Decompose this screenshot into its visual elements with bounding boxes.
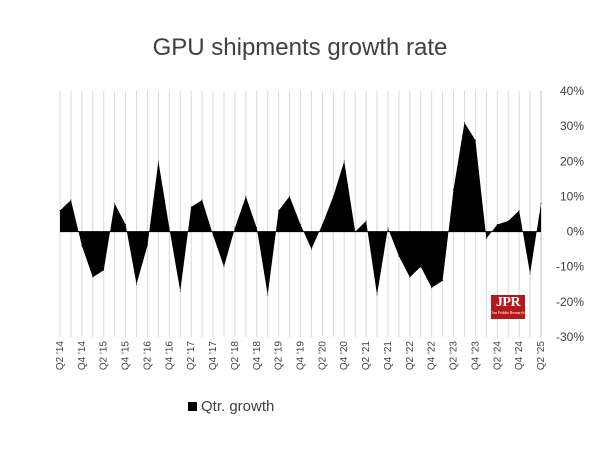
data-point xyxy=(278,209,280,211)
data-point xyxy=(420,266,422,268)
data-point xyxy=(376,294,378,296)
growth-area xyxy=(59,122,542,296)
legend: Qtr. growth xyxy=(188,398,274,415)
x-tick-label: Q2 '25 xyxy=(536,341,547,371)
data-point xyxy=(387,227,389,229)
x-tick-label: Q2 '14 xyxy=(55,341,66,371)
x-tick-label: Q4 '24 xyxy=(514,341,525,371)
data-point xyxy=(365,220,367,222)
y-tick-label: -30% xyxy=(556,330,584,344)
data-point xyxy=(168,227,170,229)
data-point xyxy=(496,224,498,226)
data-point xyxy=(267,294,269,296)
x-tick-label: Q4 '18 xyxy=(252,341,263,371)
data-point xyxy=(70,199,72,201)
x-tick-label: Q4 '21 xyxy=(383,341,394,371)
data-point xyxy=(223,266,225,268)
data-point xyxy=(529,273,531,275)
x-tick-label: Q2 '15 xyxy=(99,341,110,371)
data-point xyxy=(343,160,345,162)
logo-text: JPR xyxy=(495,295,521,310)
x-tick-label: Q4 '14 xyxy=(77,341,88,371)
x-tick-label: Q4 '15 xyxy=(121,341,132,371)
x-tick-label: Q4 '20 xyxy=(339,341,350,371)
data-point xyxy=(92,276,94,278)
data-point xyxy=(442,280,444,282)
x-tick-label: Q4 '19 xyxy=(296,341,307,371)
logo-subtext: Jon Peddie Research xyxy=(491,310,525,315)
data-point xyxy=(212,234,214,236)
data-point xyxy=(146,245,148,247)
y-tick-label: 40% xyxy=(560,84,584,98)
data-point xyxy=(485,238,487,240)
x-tick-label: Q2 '24 xyxy=(492,341,503,371)
data-point xyxy=(453,188,455,190)
x-tick-label: Q2 '18 xyxy=(230,341,241,371)
data-point xyxy=(190,206,192,208)
data-point xyxy=(310,248,312,250)
x-tick-label: Q4 '16 xyxy=(164,341,175,371)
data-point xyxy=(507,220,509,222)
data-point xyxy=(136,283,138,285)
x-tick-label: Q2 '20 xyxy=(317,341,328,371)
x-tick-label: Q4 '23 xyxy=(470,341,481,371)
series-area xyxy=(60,122,541,295)
data-point xyxy=(125,224,127,226)
legend-label: Qtr. growth xyxy=(201,398,275,415)
data-point xyxy=(332,195,334,197)
data-point xyxy=(518,209,520,211)
data-point xyxy=(321,224,323,226)
data-point xyxy=(81,245,83,247)
y-tick-label: 10% xyxy=(560,189,584,203)
y-axis-ticks: 40% 30% 20% 10% 0% -10% -20% -30% xyxy=(556,84,584,344)
data-point xyxy=(474,139,476,141)
jpr-logo: JPR Jon Peddie Research xyxy=(491,295,525,319)
data-point xyxy=(540,202,542,204)
data-point xyxy=(234,227,236,229)
chart-title: GPU shipments growth rate xyxy=(152,34,448,61)
x-tick-label: Q4 '17 xyxy=(208,341,219,371)
x-axis-ticks: Q2 '14 Q4 '14 Q2 '15 Q4 '15 Q2 '16 Q4 '16 Q2 '… xyxy=(55,341,547,371)
data-point xyxy=(114,202,116,204)
data-point xyxy=(201,199,203,201)
x-tick-label: Q4 '22 xyxy=(427,341,438,371)
data-point xyxy=(431,287,433,289)
y-tick-label: 0% xyxy=(567,225,585,239)
data-point xyxy=(463,122,465,124)
x-tick-label: Q2 '22 xyxy=(405,341,416,371)
x-tick-label: Q2 '21 xyxy=(361,341,372,371)
data-point xyxy=(256,227,258,229)
data-point xyxy=(409,276,411,278)
data-point xyxy=(245,195,247,197)
data-point xyxy=(289,195,291,197)
data-point xyxy=(157,160,159,162)
x-tick-label: Q2 '17 xyxy=(186,341,197,371)
data-point xyxy=(103,269,105,271)
data-point xyxy=(179,290,181,292)
y-tick-label: -10% xyxy=(556,260,584,274)
x-tick-label: Q2 '19 xyxy=(274,341,285,371)
data-point xyxy=(398,255,400,257)
data-point xyxy=(59,209,61,211)
y-tick-label: 20% xyxy=(560,154,584,168)
legend-swatch xyxy=(188,402,197,411)
data-point xyxy=(300,224,301,226)
y-tick-label: 30% xyxy=(560,119,584,133)
x-tick-label: Q2 '16 xyxy=(142,341,153,371)
y-tick-label: -20% xyxy=(556,295,584,309)
x-tick-label: Q2 '23 xyxy=(449,341,460,371)
